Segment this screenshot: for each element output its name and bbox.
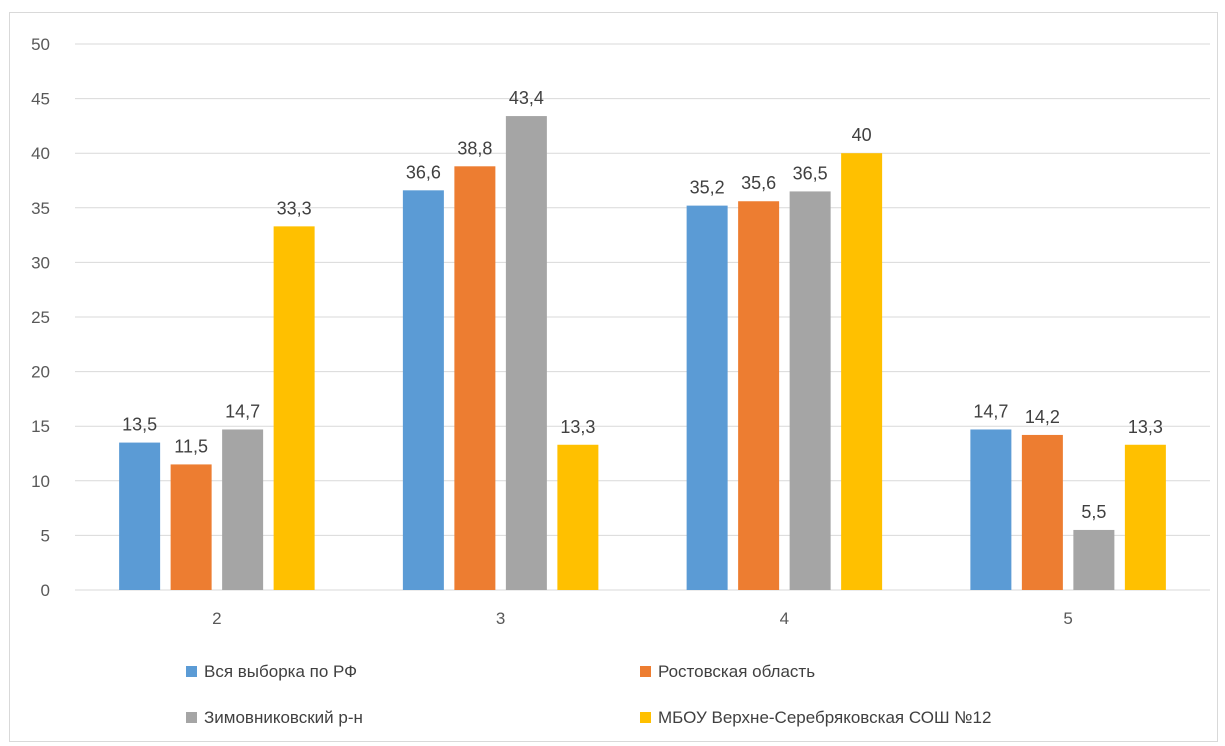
data-label: 43,4 [509, 88, 544, 108]
bar [273, 226, 315, 590]
y-tick-label: 5 [41, 526, 50, 545]
bar [1021, 434, 1063, 590]
data-label: 14,7 [225, 401, 260, 421]
x-axis-tick-labels: 2 3 4 5 [212, 609, 1073, 628]
gridlines [75, 43, 1210, 591]
data-label: 11,5 [174, 436, 208, 456]
x-tick-label: 2 [212, 609, 221, 628]
bar [970, 429, 1012, 590]
y-tick-label: 15 [31, 417, 50, 436]
bar [222, 429, 264, 590]
bar [170, 464, 212, 590]
legend-swatch [186, 712, 197, 723]
legend-swatch [640, 712, 651, 723]
y-tick-label: 50 [31, 35, 50, 54]
bar [119, 442, 161, 590]
bar [841, 153, 883, 590]
legend: Вся выборка по РФ Ростовская область Зимов… [186, 662, 991, 727]
data-label: 13,3 [1128, 417, 1163, 437]
legend-item-label: МБОУ Верхне-Серебряковская СОШ №12 [658, 708, 991, 727]
bar [686, 205, 728, 590]
y-tick-label: 25 [31, 308, 50, 327]
y-tick-label: 30 [31, 253, 50, 272]
bar [505, 116, 547, 591]
data-label: 5,5 [1081, 502, 1106, 522]
bar [789, 191, 831, 591]
data-labels: 13,5 11,5 14,7 33,3 36,6 38,8 43,4 13,3 35,2 35,6… [122, 88, 1163, 522]
data-label: 36,6 [406, 162, 441, 182]
bar [738, 201, 780, 591]
data-label: 14,2 [1025, 407, 1060, 427]
chart-frame [9, 12, 1218, 742]
x-tick-label: 4 [780, 609, 789, 628]
x-tick-label: 5 [1063, 609, 1072, 628]
bar [1073, 529, 1115, 590]
y-axis-tick-labels: 0 5 10 15 20 25 30 35 40 45 50 [31, 35, 50, 600]
legend-swatch [640, 666, 651, 677]
data-label: 35,6 [741, 173, 776, 193]
bar [402, 190, 444, 590]
y-tick-label: 40 [31, 144, 50, 163]
data-label: 13,5 [122, 415, 157, 435]
x-tick-label: 3 [496, 609, 505, 628]
data-label: 33,3 [277, 198, 312, 218]
y-tick-label: 45 [31, 90, 50, 109]
y-tick-label: 20 [31, 363, 50, 382]
y-tick-label: 35 [31, 199, 50, 218]
bar [1124, 444, 1166, 590]
legend-swatch [186, 666, 197, 677]
bar [454, 166, 496, 590]
data-label: 14,7 [973, 401, 1008, 421]
y-tick-label: 0 [41, 581, 50, 600]
bar [557, 444, 599, 590]
data-label: 13,3 [560, 417, 595, 437]
data-label: 40 [852, 125, 872, 145]
bars [119, 116, 1166, 591]
data-label: 35,2 [690, 178, 725, 198]
legend-item-label: Вся выборка по РФ [204, 662, 357, 681]
data-label: 38,8 [457, 138, 492, 158]
legend-item-label: Ростовская область [658, 662, 815, 681]
y-tick-label: 10 [31, 472, 50, 491]
data-label: 36,5 [793, 163, 828, 183]
legend-item-label: Зимовниковский р-н [204, 708, 363, 727]
